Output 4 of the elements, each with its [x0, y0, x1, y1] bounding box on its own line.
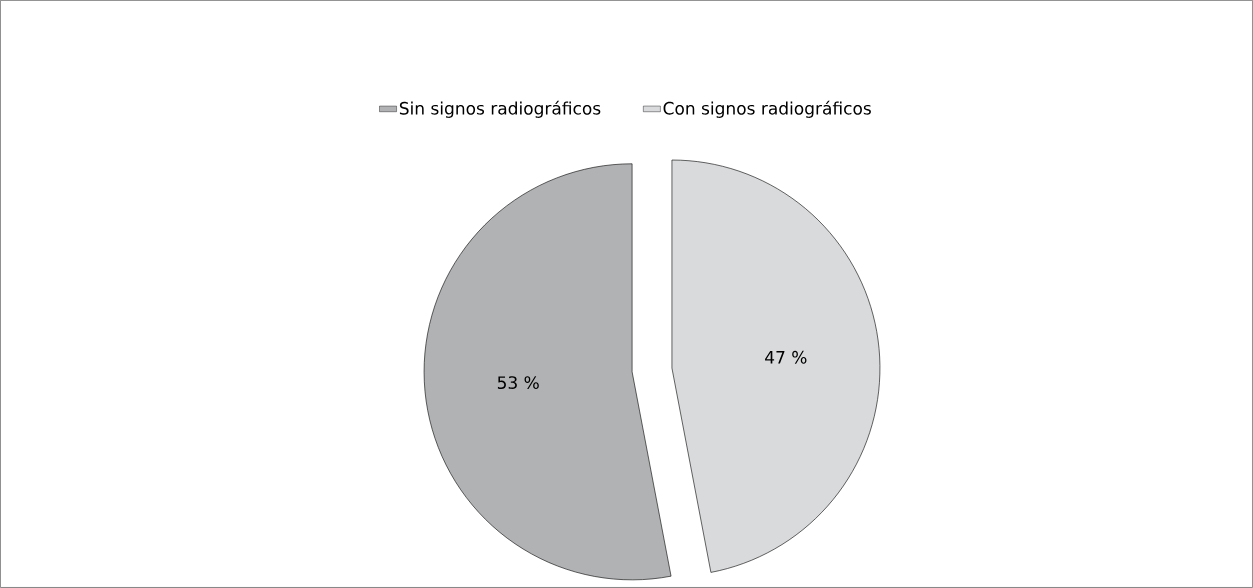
legend-label: Con signos radiográficos: [663, 100, 871, 119]
data-label: 53 %: [497, 376, 539, 390]
data-label: 47 %: [765, 350, 807, 364]
legend-label: Sin signos radiográficos: [399, 100, 601, 119]
